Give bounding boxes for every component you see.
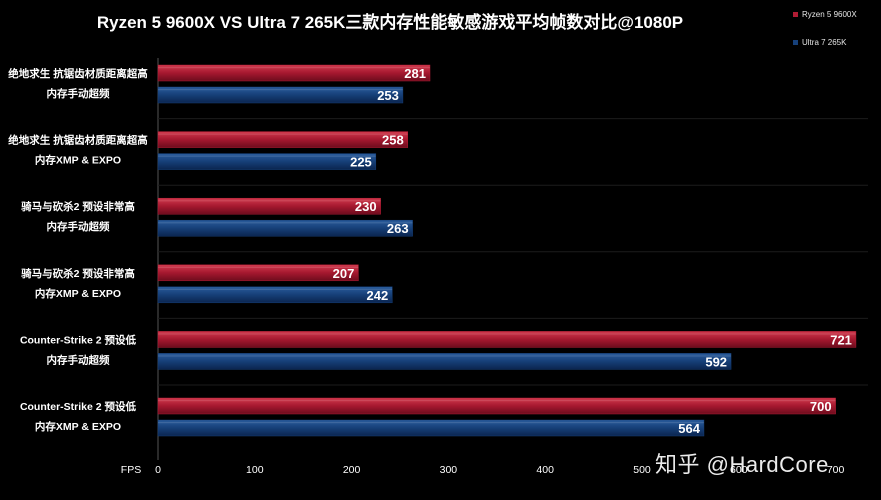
- data-label: 225: [350, 155, 372, 170]
- legend-label-series1: Ryzen 5 9600X: [802, 9, 857, 19]
- bar-ryzen-5-9600x: [157, 131, 408, 148]
- bar-ultra-7-265k: [157, 219, 413, 237]
- legend: Ryzen 5 9600X Ultra 7 265K: [793, 8, 857, 64]
- bar-ryzen-5-9600x: [157, 197, 381, 215]
- data-label: 242: [367, 288, 389, 303]
- legend-swatch-series2: [793, 39, 798, 45]
- bar-ryzen-5-9600x: [157, 64, 431, 82]
- x-tick-label: 100: [246, 464, 264, 476]
- x-tick-label: 200: [343, 464, 361, 476]
- category-label: Counter-Strike 2 预设低内存XMP & EXPO: [20, 400, 137, 433]
- data-label: 263: [387, 221, 409, 236]
- bar-ryzen-5-9600x: [157, 264, 359, 282]
- bar-highlight: [158, 222, 413, 224]
- data-label: 564: [678, 421, 700, 436]
- category-label: 骑马与砍杀2 预设非常高内存XMP & EXPO: [21, 267, 135, 300]
- legend-item-series1: Ryzen 5 9600X: [793, 8, 857, 20]
- data-label: 592: [705, 354, 727, 369]
- data-label: 230: [355, 199, 377, 214]
- bar-ultra-7-265k: [157, 286, 393, 304]
- legend-label-series2: Ultra 7 265K: [802, 37, 847, 47]
- x-tick-label: 0: [155, 464, 161, 476]
- bar-highlight: [158, 200, 381, 202]
- bar-highlight: [158, 266, 359, 268]
- bar-highlight: [158, 133, 408, 135]
- bar-ryzen-5-9600x: [157, 331, 857, 348]
- bar-highlight: [158, 400, 836, 402]
- bar-highlight: [158, 288, 393, 290]
- category-label: Counter-Strike 2 预设低内存手动超频: [20, 333, 137, 366]
- bar-ultra-7-265k: [157, 153, 377, 170]
- bar-ryzen-5-9600x: [157, 397, 836, 415]
- category-label: 绝地求生 抗锯齿材质距离超高内存手动超频: [8, 67, 148, 100]
- watermark: 知乎 @HardCore: [655, 452, 829, 477]
- bar-ultra-7-265k: [157, 419, 705, 437]
- x-tick-label: 600: [730, 464, 748, 476]
- x-axis-label: FPS: [121, 464, 141, 476]
- data-label: 207: [333, 266, 355, 281]
- category-label: 绝地求生 抗锯齿材质距离超高内存XMP & EXPO: [8, 134, 148, 167]
- x-tick-label: 700: [827, 464, 845, 476]
- bar-highlight: [158, 422, 704, 424]
- bar-highlight: [158, 355, 732, 357]
- bar-highlight: [158, 333, 856, 335]
- bar-highlight: [158, 155, 376, 157]
- legend-item-series2: Ultra 7 265K: [793, 36, 857, 48]
- data-label: 721: [830, 332, 852, 347]
- bar-highlight: [158, 67, 431, 69]
- data-label: 253: [377, 88, 399, 103]
- bar-ultra-7-265k: [157, 353, 732, 370]
- bar-ultra-7-265k: [157, 86, 404, 104]
- category-label: 骑马与砍杀2 预设非常高内存手动超频: [21, 200, 135, 233]
- data-label: 281: [404, 66, 426, 81]
- x-tick-label: 300: [440, 464, 458, 476]
- x-tick-label: 400: [536, 464, 554, 476]
- data-label: 258: [382, 133, 404, 148]
- bar-highlight: [158, 89, 403, 91]
- chart-title: Ryzen 5 9600X VS Ultra 7 265K三款内存性能敏感游戏平…: [96, 13, 684, 32]
- legend-swatch-series1: [793, 11, 798, 17]
- x-tick-label: 500: [633, 464, 651, 476]
- data-label: 700: [810, 399, 832, 414]
